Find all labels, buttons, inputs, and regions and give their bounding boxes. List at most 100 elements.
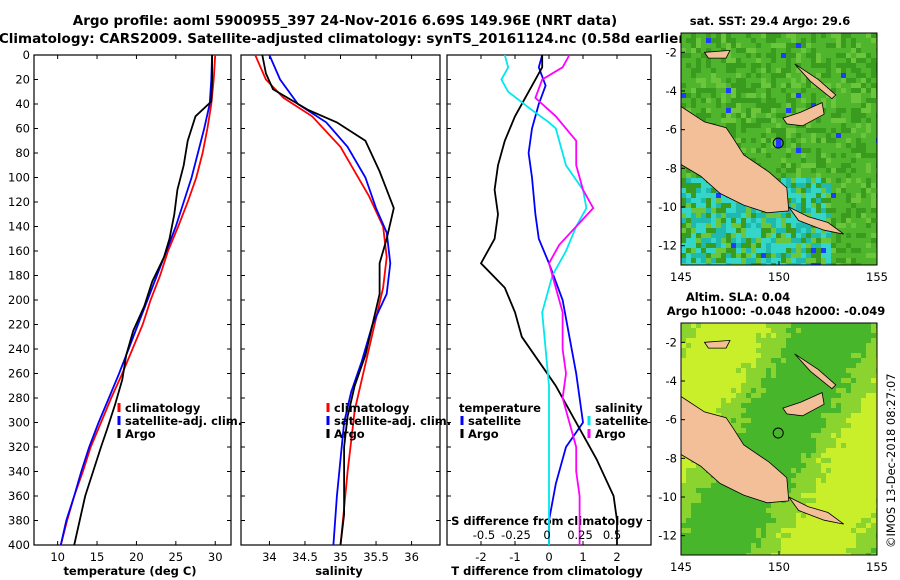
map-cell	[791, 163, 796, 168]
map-cell	[756, 433, 761, 438]
map-cell	[756, 233, 761, 238]
map-cell	[866, 483, 871, 488]
map-cell	[866, 128, 871, 133]
map-cell	[791, 128, 796, 133]
map-cell	[706, 118, 711, 123]
map-cell	[761, 533, 766, 538]
map-cell	[736, 48, 741, 53]
map-cell	[726, 203, 731, 208]
map-cell	[721, 218, 726, 223]
map-cell	[826, 503, 831, 508]
map-cell	[836, 53, 841, 58]
map-cell	[741, 123, 746, 128]
map-cell	[776, 138, 781, 143]
map-cell	[786, 358, 791, 363]
map-cell	[686, 548, 691, 553]
map-cell	[801, 388, 806, 393]
map-cell	[826, 208, 831, 213]
map-cell	[801, 363, 806, 368]
map-cell	[751, 448, 756, 453]
map-cell	[861, 168, 866, 173]
map-cell	[791, 58, 796, 63]
map-land-manus	[703, 49, 731, 59]
map-cell	[846, 138, 851, 143]
map-cell	[796, 108, 801, 113]
map-cell	[736, 363, 741, 368]
map-cell	[791, 433, 796, 438]
map-cell	[761, 438, 766, 443]
map-cell	[841, 178, 846, 183]
map-cell	[706, 73, 711, 78]
map-cell	[841, 63, 846, 68]
map-cell	[736, 358, 741, 363]
map-cell	[866, 198, 871, 203]
map-cell	[866, 103, 871, 108]
map-cell	[826, 248, 831, 253]
map-cell	[686, 503, 691, 508]
map-cell	[866, 323, 871, 328]
map-cell	[796, 473, 801, 478]
map-cell	[796, 358, 801, 363]
map-cell	[706, 333, 711, 338]
depth-tick-label: 300	[8, 416, 30, 430]
map-cell	[691, 193, 696, 198]
map-cell	[686, 223, 691, 228]
temperature-series-line	[59, 54, 217, 546]
map-cell	[701, 373, 706, 378]
map-cell	[836, 128, 841, 133]
map-cell	[776, 43, 781, 48]
map-cell	[731, 348, 736, 353]
map-cell	[731, 388, 736, 393]
map-cell	[801, 193, 806, 198]
map-cell	[861, 448, 866, 453]
map-cell	[686, 343, 691, 348]
map-cell	[686, 398, 691, 403]
map-cell	[806, 523, 811, 528]
map-cell	[756, 538, 761, 543]
map-cell	[771, 518, 776, 523]
map-cell	[771, 418, 776, 423]
map-cell	[836, 443, 841, 448]
map-cell	[751, 358, 756, 363]
map-cell	[771, 408, 776, 413]
map-cell	[741, 108, 746, 113]
map-cell	[851, 393, 856, 398]
map-cell	[721, 33, 726, 38]
map-cell	[871, 33, 876, 38]
map-cell	[716, 528, 721, 533]
map-cell	[751, 368, 756, 373]
map-cell	[696, 218, 701, 223]
map-cell	[796, 468, 801, 473]
map-ytick-label: -10	[658, 490, 677, 504]
map-cell	[831, 413, 836, 418]
map-cell	[771, 58, 776, 63]
map-cell	[786, 378, 791, 383]
map-cell	[791, 418, 796, 423]
map-cell	[791, 378, 796, 383]
map-cell	[861, 353, 866, 358]
map-cell	[831, 103, 836, 108]
map-cell	[831, 53, 836, 58]
map-cell	[731, 38, 736, 43]
map-cell	[856, 178, 861, 183]
diff-series-line	[479, 55, 618, 545]
map-cell	[716, 493, 721, 498]
map-cell	[846, 218, 851, 223]
map-cell	[731, 53, 736, 58]
map-cell	[721, 103, 726, 108]
map-cell	[716, 533, 721, 538]
map-cell	[856, 168, 861, 173]
map-cell	[751, 218, 756, 223]
map-cell	[821, 218, 826, 223]
diff-legend-label: satellite	[468, 414, 521, 428]
map-cell	[811, 413, 816, 418]
map-cell	[786, 223, 791, 228]
map-cell	[706, 493, 711, 498]
map-cell	[866, 53, 871, 58]
map-cell	[831, 133, 836, 138]
map-cell	[826, 423, 831, 428]
map-cell	[826, 403, 831, 408]
map-cell	[821, 358, 826, 363]
map-cell	[816, 193, 821, 198]
map-cell	[801, 163, 806, 168]
